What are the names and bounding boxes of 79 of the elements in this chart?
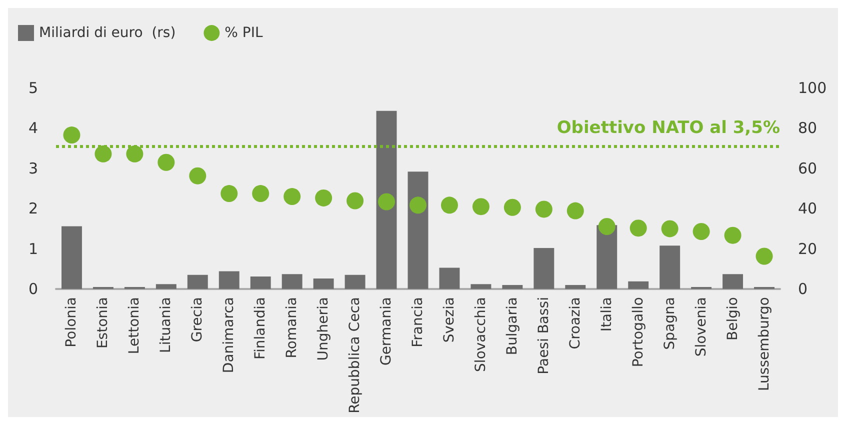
bar [660,246,680,289]
bar [376,110,397,289]
point [346,192,364,210]
point [472,198,490,216]
x-tick-label: Danimarca [221,297,238,374]
y2-tick-label: 20 [798,240,818,258]
x-tick-label: Lussemburgo [756,297,772,391]
x-tick-label: Grecia [190,297,206,342]
y2-tick-label: 100 [798,79,827,97]
y2-tick-label: 40 [798,200,818,218]
bar [408,172,428,289]
point [535,200,552,218]
point [566,202,584,220]
legend-label: % PIL [224,25,263,41]
x-tick-label: Lettonia [126,297,143,354]
x-tick-label: Croazia [567,297,584,350]
y-tick-label: 5 [28,79,38,97]
bar [62,226,82,289]
x-tick-label: Polonia [64,297,80,348]
bar [250,276,271,289]
point [63,126,80,144]
bar [218,271,240,289]
x-tick-label: Spagna [662,297,678,350]
x-tick-label: Slovacchia [472,297,489,372]
bar [282,274,302,289]
point [284,188,301,206]
point [252,185,270,202]
point [410,196,426,214]
y-tick-label: 4 [28,119,38,138]
point [440,196,458,214]
x-tick-label: Estonia [95,297,112,349]
x-tick-label: Svezia [441,297,458,343]
bar [156,284,176,289]
point [504,198,521,216]
point [378,193,396,210]
x-tick-label: Belgio [724,297,741,340]
point [756,248,773,265]
x-tick-label: Francia [410,297,426,348]
point [630,220,647,237]
bar [313,278,334,289]
point [189,167,206,184]
x-tick-label: Italia [598,297,615,332]
y-tick-label: 2 [28,200,38,218]
y-tick-label: 3 [28,159,38,178]
point [661,220,678,238]
y2-tick-label: 60 [798,159,818,178]
bar [187,274,208,289]
bar [470,284,492,289]
point [315,189,332,206]
point [692,223,710,240]
x-tick-label: Romania [284,297,300,358]
bar [722,274,744,289]
bar [439,268,460,289]
point [724,226,742,244]
x-tick-label: Paesi Bassi [536,297,552,374]
point [220,185,238,202]
x-tick-label: Finlandia [252,297,269,360]
legend-label: Miliardi di euro (rs) [39,25,176,41]
point [158,154,175,171]
point [126,145,144,162]
x-tick-label: Slovenia [693,297,710,357]
bar [565,284,586,289]
y-tick-label: 0 [28,280,38,298]
bar [534,248,554,289]
x-tick-label: Portogallo [630,297,646,368]
y-tick-label: 1 [28,240,38,258]
x-tick-label: Lituania [158,297,174,353]
x-tick-label: Germania [378,297,395,366]
bar [502,284,523,289]
bar [628,281,649,289]
x-tick-label: Ungheria [316,297,332,361]
point [94,145,112,162]
point [598,218,616,235]
y2-tick-label: 0 [798,280,808,298]
y2-tick-label: 80 [798,119,818,138]
x-tick-label: Bulgaria [504,297,520,356]
ref-line-label: Obiettivo NATO al 3,5% [556,118,780,138]
x-tick-label: Repubblica Ceca [347,297,364,414]
bar [344,274,366,289]
